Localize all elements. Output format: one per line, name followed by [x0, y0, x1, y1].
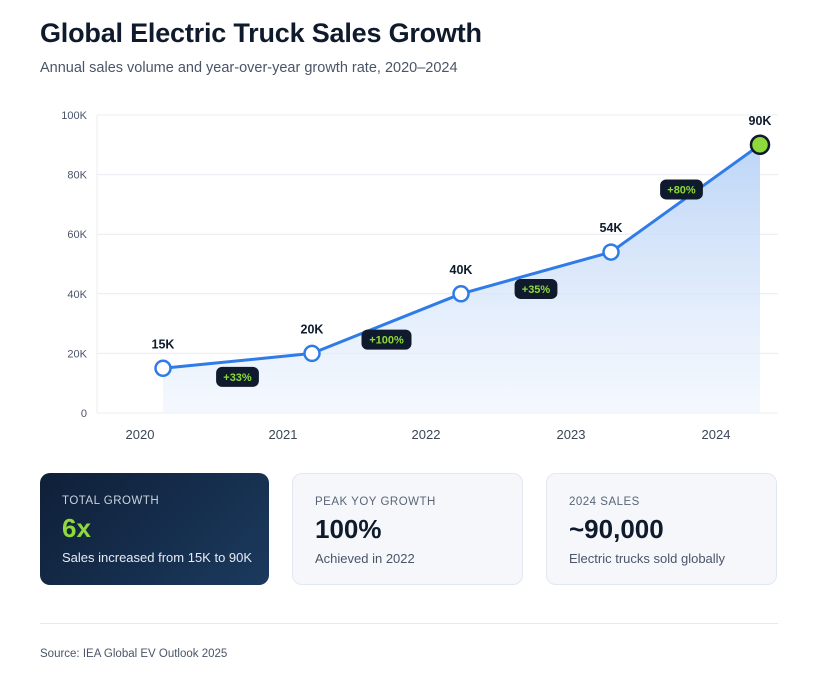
- peak-growth-card: PEAK YOY GROWTH 100% Achieved in 2022: [292, 473, 523, 585]
- page-title: Global Electric Truck Sales Growth: [40, 18, 482, 48]
- sales-chart: 0 20K 40K 60K 80K 100K 2020 2021 2022 2023 2024 15…: [61, 110, 778, 442]
- point-label: 20K: [301, 322, 324, 336]
- x-tick-label: 2020: [126, 427, 155, 442]
- growth-badge-label: +80%: [667, 184, 696, 196]
- growth-badge-bg: [660, 179, 703, 200]
- y-tick-label: 60K: [67, 229, 87, 241]
- point-label: 54K: [600, 221, 623, 235]
- x-tick-label: 2023: [557, 427, 586, 442]
- growth-badge-label: +100%: [369, 335, 404, 347]
- growth-badge: +100%: [361, 329, 412, 350]
- card-label: PEAK YOY GROWTH: [315, 496, 436, 508]
- y-tick-label: 0: [81, 408, 87, 420]
- x-tick-label: 2022: [412, 427, 441, 442]
- sales-point-highlight: [749, 134, 771, 156]
- sales-area: [163, 144, 760, 414]
- card-description: Electric trucks sold globally: [569, 551, 726, 566]
- point-label: 90K: [749, 114, 772, 128]
- sales-point: [602, 243, 620, 261]
- growth-badge-bg: [361, 329, 412, 350]
- card-value: 100%: [315, 514, 382, 544]
- card-value: 6x: [62, 513, 91, 543]
- growth-badge: +35%: [514, 278, 558, 299]
- growth-badge-label: +33%: [223, 372, 252, 384]
- x-tick-label: 2024: [702, 427, 731, 442]
- y-tick-label: 20K: [67, 348, 87, 360]
- total-growth-card: TOTAL GROWTH 6x Sales increased from 15K…: [40, 473, 269, 585]
- sales-point: [154, 359, 172, 378]
- growth-badge-bg: [216, 366, 259, 387]
- card-value: ~90,000: [569, 514, 664, 544]
- growth-badge: +33%: [216, 366, 259, 387]
- y-tick-label: 80K: [67, 170, 87, 182]
- card-description: Sales increased from 15K to 90K: [62, 550, 253, 565]
- page-subtitle: Annual sales volume and year-over-year g…: [40, 60, 458, 76]
- point-label: 15K: [152, 337, 175, 351]
- card-description: Achieved in 2022: [315, 551, 415, 566]
- sales-point: [303, 344, 321, 363]
- footer-divider: [40, 623, 778, 624]
- sales-point: [452, 285, 470, 303]
- point-label: 40K: [450, 263, 473, 277]
- card-label: TOTAL GROWTH: [62, 495, 160, 507]
- source-note: Source: IEA Global EV Outlook 2025: [40, 648, 228, 660]
- y-tick-label: 40K: [67, 289, 87, 301]
- x-tick-label: 2021: [269, 427, 298, 442]
- sales-2024-card: 2024 SALES ~90,000 Electric trucks sold …: [546, 473, 777, 585]
- growth-badge: +80%: [660, 179, 703, 200]
- growth-badge-bg: [514, 278, 558, 299]
- y-tick-label: 100K: [61, 110, 87, 122]
- growth-badge-label: +35%: [522, 284, 551, 296]
- card-label: 2024 SALES: [569, 496, 640, 508]
